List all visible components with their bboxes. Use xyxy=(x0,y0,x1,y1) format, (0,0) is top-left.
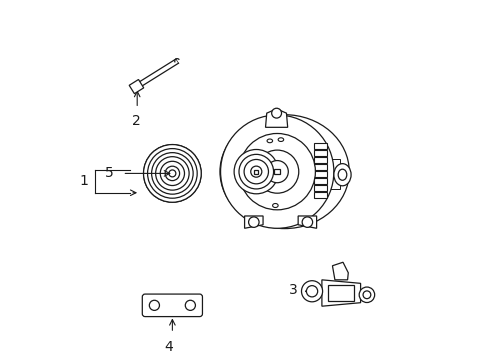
Ellipse shape xyxy=(278,138,283,141)
Circle shape xyxy=(362,291,370,299)
Circle shape xyxy=(255,150,298,193)
Text: 3: 3 xyxy=(288,283,297,297)
Bar xyxy=(313,157,326,163)
Ellipse shape xyxy=(266,139,272,143)
Circle shape xyxy=(147,149,197,198)
Polygon shape xyxy=(321,280,360,306)
Circle shape xyxy=(220,115,333,228)
Circle shape xyxy=(359,287,374,302)
Circle shape xyxy=(168,170,176,177)
Circle shape xyxy=(151,153,193,194)
Polygon shape xyxy=(129,80,143,94)
Circle shape xyxy=(248,217,259,228)
Circle shape xyxy=(168,170,176,177)
Bar xyxy=(313,171,326,177)
Bar xyxy=(313,178,326,184)
Bar xyxy=(313,192,326,198)
Circle shape xyxy=(155,157,189,190)
Bar xyxy=(313,143,326,149)
Bar xyxy=(254,170,258,174)
Polygon shape xyxy=(244,216,263,228)
Circle shape xyxy=(151,153,193,194)
Circle shape xyxy=(302,217,312,228)
Ellipse shape xyxy=(272,203,278,207)
Circle shape xyxy=(147,149,197,198)
Circle shape xyxy=(271,108,281,118)
Ellipse shape xyxy=(338,169,346,180)
Text: 5: 5 xyxy=(104,166,113,180)
Circle shape xyxy=(165,166,179,181)
Text: 1: 1 xyxy=(80,174,88,188)
Bar xyxy=(274,169,280,174)
Circle shape xyxy=(301,281,322,302)
Circle shape xyxy=(239,154,273,189)
FancyBboxPatch shape xyxy=(142,294,202,316)
Polygon shape xyxy=(332,262,347,280)
Circle shape xyxy=(160,161,184,185)
Circle shape xyxy=(149,300,159,310)
Circle shape xyxy=(155,157,189,190)
Circle shape xyxy=(165,166,179,181)
Polygon shape xyxy=(265,109,287,127)
Bar xyxy=(327,285,353,301)
Circle shape xyxy=(160,161,184,185)
Bar xyxy=(313,164,326,170)
Bar xyxy=(327,159,339,189)
Bar xyxy=(313,185,326,192)
Circle shape xyxy=(265,161,288,183)
Text: 4: 4 xyxy=(164,340,173,354)
Text: 2: 2 xyxy=(131,114,140,127)
Circle shape xyxy=(185,300,195,310)
Circle shape xyxy=(143,145,201,202)
Circle shape xyxy=(143,145,201,202)
Bar xyxy=(313,150,326,156)
Circle shape xyxy=(250,166,261,177)
Ellipse shape xyxy=(333,164,350,186)
Circle shape xyxy=(306,285,317,297)
Circle shape xyxy=(244,159,268,184)
Ellipse shape xyxy=(220,115,348,229)
Circle shape xyxy=(239,134,315,210)
Polygon shape xyxy=(298,216,316,228)
Circle shape xyxy=(234,149,278,194)
